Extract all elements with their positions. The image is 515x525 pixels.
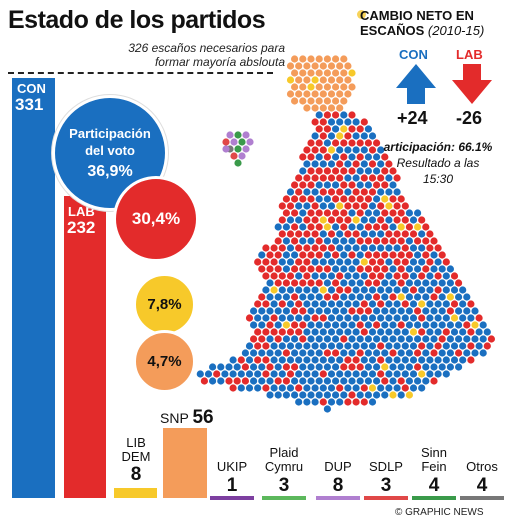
party-seats-0: 1 [226,475,238,496]
lab-bar: LAB 232 [64,196,106,498]
party-name-line1 [314,446,362,460]
party-name-line2: Otros [466,459,498,474]
con-seats: 331 [15,95,44,114]
con-bar: CON 331 [12,78,55,498]
lab-seats: 232 [67,218,96,237]
libdem-vote-share: 7,8% [133,273,196,336]
party-name-1: Plaid Cymru [260,446,308,474]
party-name-line1 [362,446,410,460]
party-name-line2: Fein [421,459,447,474]
con-abbr: CON [17,81,46,96]
party-name-line2: UKIP [216,459,248,474]
party-name-0: UKIP [208,446,256,474]
party-name-line1 [208,446,256,460]
net-change-title-line2: ESCAÑOS [360,23,425,38]
libdem-bar [114,488,157,498]
result-time-line1: Resultado a las [396,156,480,170]
net-change-period: (2010-15) [427,23,485,38]
libdem-name-line2: DEM [121,449,151,464]
con-share: 36,9% [87,163,133,180]
net-change-title: CAMBIO NETO EN ESCAÑOS (2010-15) [360,8,510,38]
party-seats-1: 3 [278,475,290,496]
turnout-value: 66.1% [458,140,493,154]
page-title: Estado de los partidos [8,6,266,34]
party-bar-1 [262,496,306,500]
party-seats-5: 4 [476,475,488,496]
con-change-label: CON [399,47,428,62]
constituency-map [196,55,495,413]
down-arrow-icon [452,64,492,104]
lab-change-value: -26 [456,108,483,128]
party-seats-2: 8 [332,475,344,496]
con-change-value: +24 [397,108,428,128]
party-bar-2 [316,496,360,500]
party-name-line1: Plaid [269,445,299,460]
vote-share-label: Participación del voto [69,126,151,158]
party-bar-3 [364,496,408,500]
party-name-line1: Sinn [420,445,448,460]
turnout-label: articipación: [383,140,455,154]
credit: © GRAPHIC NEWS [395,507,484,518]
party-name-line2: SDLP [369,459,403,474]
libdem-seats: 8 [130,464,142,485]
lab-abbr: LAB [68,204,95,219]
party-name-line1 [458,446,506,460]
net-change-title-line1: CAMBIO NETO EN [360,8,474,23]
party-name-4: Sinn Fein [410,446,458,474]
party-seats-4: 4 [428,475,440,496]
snp-bar [163,428,207,498]
snp-label: SNP 56 [160,407,220,429]
up-arrow-icon [396,64,436,104]
lab-change-label: LAB [456,47,483,62]
majority-note: 326 escaños necesarios para formar mayor… [128,41,285,69]
snp-vote-share: 4,7% [133,330,196,393]
party-bar-4 [412,496,456,500]
lab-vote-share: 30,4% [113,176,199,262]
result-time-line2: 15:30 [422,172,454,186]
party-name-line2: Cymru [264,459,304,474]
party-bar-0 [210,496,254,500]
party-bar-5 [460,496,504,500]
snp-seats: 56 [192,407,214,428]
party-seats-3: 3 [380,475,392,496]
majority-line [8,72,273,74]
party-name-2: DUP [314,446,362,474]
turnout-info: articipación: 66.1% Resultado a las 15:3… [368,139,508,187]
libdem-name-line1: LIB [126,435,146,450]
party-name-5: Otros [458,446,506,474]
libdem-name: LIB DEM [112,436,160,464]
snp-name: SNP [160,410,189,426]
party-name-line2: DUP [324,459,352,474]
legend-dot [357,10,366,19]
party-name-3: SDLP [362,446,410,474]
